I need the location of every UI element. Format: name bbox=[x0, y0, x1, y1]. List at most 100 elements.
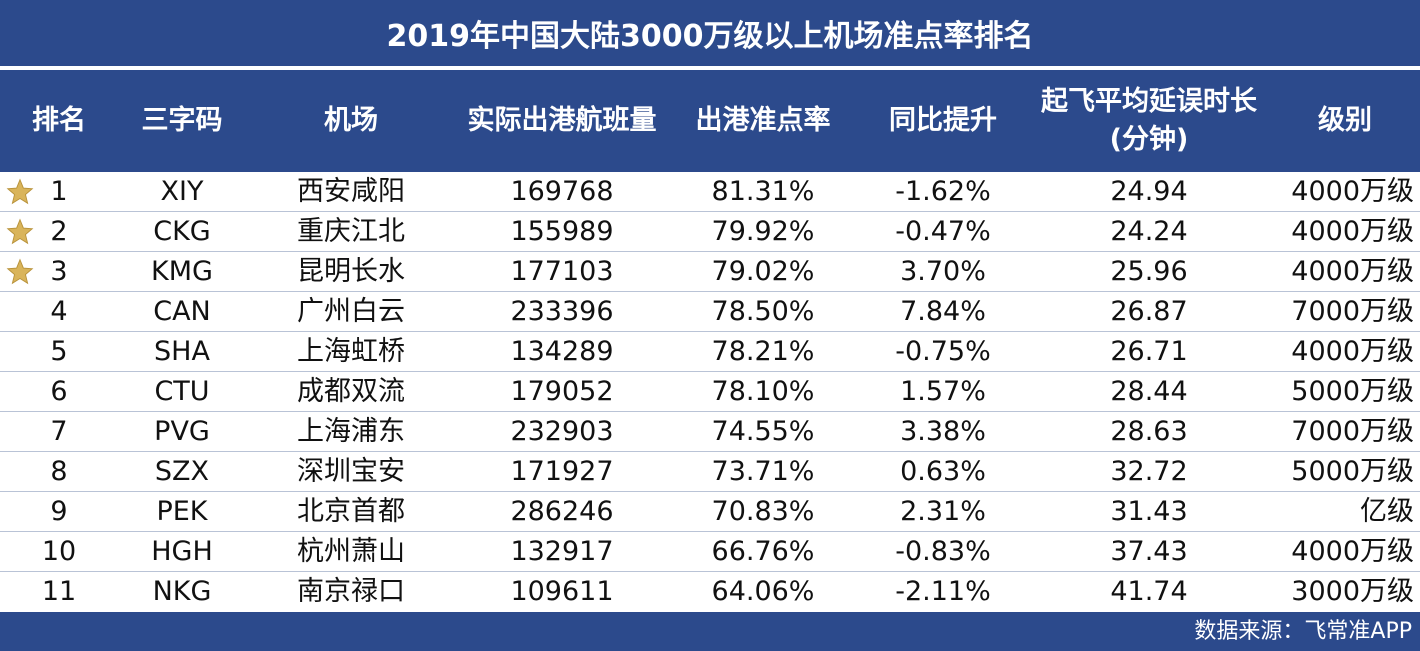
cell-rank: 7 bbox=[50, 416, 68, 447]
cell-code: HGH bbox=[151, 536, 213, 567]
cell-airport: 南京禄口 bbox=[297, 576, 405, 607]
star-icon bbox=[6, 258, 34, 285]
cell-flights: 286246 bbox=[510, 496, 614, 527]
table-body: 1 XIY 西安咸阳 169768 81.31% -1.62% 24.94 4000万级 2 CK… bbox=[0, 172, 1420, 612]
cell-delay: 28.44 bbox=[1110, 376, 1188, 407]
cell-ontime: 73.71% bbox=[711, 456, 815, 487]
cell-level: 亿级 bbox=[1360, 496, 1414, 527]
cell-level: 4000万级 bbox=[1291, 336, 1414, 367]
cell-level: 3000万级 bbox=[1291, 576, 1414, 607]
footer-bar: 数据来源：飞常准APP bbox=[0, 612, 1420, 651]
cell-rank: 11 bbox=[41, 576, 77, 607]
table-row: 8 SZX 深圳宝安 171927 73.71% 0.63% 32.72 5000万级 bbox=[0, 452, 1420, 492]
cell-yoy: 1.57% bbox=[900, 376, 986, 407]
cell-code: SZX bbox=[154, 456, 210, 487]
cell-yoy: -0.83% bbox=[895, 536, 991, 567]
cell-level: 4000万级 bbox=[1291, 176, 1414, 207]
cell-delay: 28.63 bbox=[1110, 416, 1188, 447]
cell-flights: 134289 bbox=[510, 336, 614, 367]
header-delay: 起飞平均延误时长 (分钟) bbox=[1028, 70, 1270, 172]
cell-airport: 成都双流 bbox=[297, 376, 405, 407]
cell-code: PEK bbox=[156, 496, 208, 527]
title-separator bbox=[0, 66, 1420, 70]
cell-yoy: -0.75% bbox=[895, 336, 991, 367]
cell-yoy: -1.62% bbox=[895, 176, 991, 207]
cell-yoy: -0.47% bbox=[895, 216, 991, 247]
cell-delay: 24.24 bbox=[1110, 216, 1188, 247]
cell-flights: 171927 bbox=[510, 456, 614, 487]
cell-code: CKG bbox=[153, 216, 211, 247]
cell-rank: 10 bbox=[41, 536, 77, 567]
cell-level: 7000万级 bbox=[1291, 416, 1414, 447]
header-flights: 实际出港航班量 bbox=[467, 105, 657, 136]
cell-ontime: 78.10% bbox=[711, 376, 815, 407]
table-row: 2 CKG 重庆江北 155989 79.92% -0.47% 24.24 4000万级 bbox=[0, 212, 1420, 252]
cell-flights: 109611 bbox=[510, 576, 614, 607]
table-header-row: 排名 三字码 机场 实际出港航班量 出港准点率 同比提升 起飞平均延误时长 (分… bbox=[0, 70, 1420, 172]
cell-ontime: 78.21% bbox=[711, 336, 815, 367]
cell-flights: 233396 bbox=[510, 296, 614, 327]
table-row: 1 XIY 西安咸阳 169768 81.31% -1.62% 24.94 4000万级 bbox=[0, 172, 1420, 212]
table-row: 9 PEK 北京首都 286246 70.83% 2.31% 31.43 亿级 bbox=[0, 492, 1420, 532]
cell-level: 5000万级 bbox=[1291, 456, 1414, 487]
cell-ontime: 81.31% bbox=[711, 176, 815, 207]
cell-ontime: 78.50% bbox=[711, 296, 815, 327]
cell-yoy: -2.11% bbox=[895, 576, 991, 607]
cell-yoy: 3.38% bbox=[900, 416, 986, 447]
table-row: 4 CAN 广州白云 233396 78.50% 7.84% 26.87 7000万级 bbox=[0, 292, 1420, 332]
table-row: 11 NKG 南京禄口 109611 64.06% -2.11% 41.74 3000万级 bbox=[0, 572, 1420, 612]
cell-level: 4000万级 bbox=[1291, 256, 1414, 287]
cell-delay: 32.72 bbox=[1110, 456, 1188, 487]
cell-flights: 232903 bbox=[510, 416, 614, 447]
cell-level: 4000万级 bbox=[1291, 536, 1414, 567]
cell-code: PVG bbox=[154, 416, 210, 447]
cell-delay: 26.87 bbox=[1110, 296, 1188, 327]
header-code: 三字码 bbox=[141, 105, 223, 136]
cell-yoy: 3.70% bbox=[900, 256, 986, 287]
cell-level: 7000万级 bbox=[1291, 296, 1414, 327]
cell-ontime: 66.76% bbox=[711, 536, 815, 567]
cell-rank: 6 bbox=[50, 376, 68, 407]
cell-rank: 5 bbox=[50, 336, 68, 367]
header-rank: 排名 bbox=[32, 105, 86, 136]
cell-code: NKG bbox=[152, 576, 212, 607]
cell-delay: 24.94 bbox=[1110, 176, 1188, 207]
cell-rank: 4 bbox=[50, 296, 68, 327]
cell-rank: 3 bbox=[50, 256, 68, 287]
cell-delay: 31.43 bbox=[1110, 496, 1188, 527]
header-yoy: 同比提升 bbox=[889, 105, 997, 136]
cell-level: 5000万级 bbox=[1291, 376, 1414, 407]
cell-flights: 177103 bbox=[510, 256, 614, 287]
table-row: 6 CTU 成都双流 179052 78.10% 1.57% 28.44 5000万级 bbox=[0, 372, 1420, 412]
table-title: 2019年中国大陆3000万级以上机场准点率排名 bbox=[0, 0, 1420, 66]
header-airport: 机场 bbox=[324, 105, 378, 136]
cell-airport: 深圳宝安 bbox=[297, 456, 405, 487]
cell-airport: 广州白云 bbox=[297, 296, 405, 327]
header-delay-line2: (分钟) bbox=[1109, 124, 1189, 155]
table-row: 7 PVG 上海浦东 232903 74.55% 3.38% 28.63 7000万级 bbox=[0, 412, 1420, 452]
cell-ontime: 79.92% bbox=[711, 216, 815, 247]
cell-ontime: 70.83% bbox=[711, 496, 815, 527]
cell-code: SHA bbox=[154, 336, 210, 367]
cell-airport: 重庆江北 bbox=[297, 216, 405, 247]
header-delay-line1: 起飞平均延误时长 bbox=[1041, 86, 1257, 117]
table-row: 3 KMG 昆明长水 177103 79.02% 3.70% 25.96 4000万级 bbox=[0, 252, 1420, 292]
cell-rank: 9 bbox=[50, 496, 68, 527]
cell-delay: 25.96 bbox=[1110, 256, 1188, 287]
cell-ontime: 64.06% bbox=[711, 576, 815, 607]
cell-yoy: 7.84% bbox=[900, 296, 986, 327]
cell-code: CAN bbox=[153, 296, 211, 327]
cell-airport: 昆明长水 bbox=[297, 256, 405, 287]
header-level: 级别 bbox=[1318, 105, 1372, 136]
cell-flights: 155989 bbox=[510, 216, 614, 247]
cell-code: XIY bbox=[160, 176, 204, 207]
table-row: 5 SHA 上海虹桥 134289 78.21% -0.75% 26.71 4000万级 bbox=[0, 332, 1420, 372]
cell-level: 4000万级 bbox=[1291, 216, 1414, 247]
cell-rank: 1 bbox=[50, 176, 68, 207]
cell-yoy: 2.31% bbox=[900, 496, 986, 527]
cell-airport: 北京首都 bbox=[297, 496, 405, 527]
source-note: 数据来源：飞常准APP bbox=[1194, 619, 1412, 644]
cell-delay: 26.71 bbox=[1110, 336, 1188, 367]
table-row: 10 HGH 杭州萧山 132917 66.76% -0.83% 37.43 4000万级 bbox=[0, 532, 1420, 572]
